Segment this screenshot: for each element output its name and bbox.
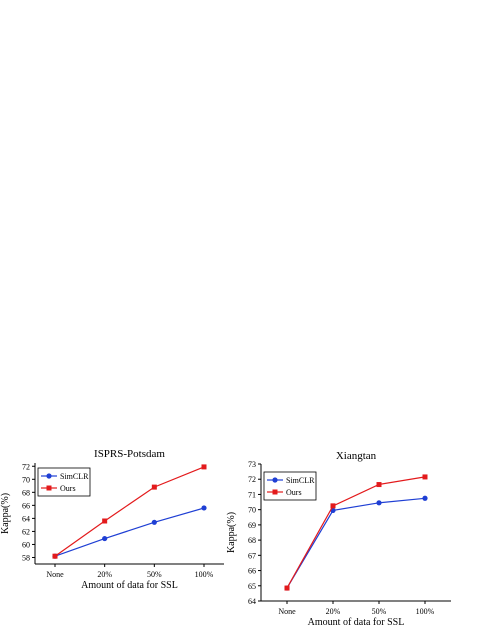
series-line-simclr — [286, 497, 426, 589]
data-point-simclr — [151, 519, 157, 525]
x-tick-label: 100% — [416, 607, 435, 616]
x-tick-label: 50% — [147, 570, 162, 579]
legend: SimCLR Ours — [37, 467, 91, 497]
legend-box — [263, 471, 317, 501]
y-tick-label: 66 — [248, 567, 256, 576]
chart-2: Xiangtan 64 65 66 67 68 69 70 71 72 73 None 20% 50% 10… — [226, 450, 451, 627]
y-tick-label: 73 — [248, 460, 256, 469]
x-tick-label: 100% — [195, 570, 214, 579]
data-point-ours — [422, 474, 428, 480]
y-tick-label: 70 — [248, 506, 256, 515]
legend: SimCLR Ours — [263, 471, 317, 501]
y-axis-label: Kappa(%) — [226, 512, 237, 553]
legend-box — [37, 467, 91, 497]
chart-title: ISPRS-Potsdam — [94, 448, 165, 460]
data-point-ours — [376, 482, 382, 488]
series-line-ours — [286, 476, 426, 589]
data-point-simclr — [422, 495, 428, 501]
x-tick-label: 50% — [372, 607, 387, 616]
x-axis-label: Amount of data for SSL — [308, 617, 405, 627]
x-tick-label: 20% — [97, 570, 112, 579]
y-tick-label: 58 — [22, 553, 30, 562]
y-tick-label: 68 — [248, 536, 256, 545]
x-tick-label: None — [278, 607, 296, 616]
legend-label-simclr: SimCLR — [60, 472, 89, 481]
y-tick-label: 69 — [248, 521, 256, 530]
series-line-ours — [54, 466, 205, 557]
y-axis-label: Kappa(%) — [0, 493, 11, 534]
data-point-simclr — [102, 535, 108, 542]
y-tick-label: 60 — [22, 540, 30, 549]
x-axis-label: Amount of data for SSL — [81, 580, 178, 591]
data-point-simclr — [376, 500, 382, 506]
y-tick-label: 67 — [248, 551, 256, 560]
legend-label-ours: Ours — [286, 488, 302, 497]
data-point-simclr — [201, 505, 207, 511]
data-point-ours — [201, 464, 207, 470]
x-tick-label: None — [46, 570, 64, 579]
legend-marker-simclr — [46, 473, 52, 479]
legend-marker-simclr — [272, 477, 278, 483]
y-tick-label: 64 — [248, 597, 256, 606]
y-tick-label: 72 — [22, 462, 30, 471]
y-tick-label: 65 — [248, 582, 256, 591]
legend-label-simclr: SimCLR — [286, 476, 315, 485]
chart-1: ISPRS-Potsdam 58 60 62 64 66 68 70 72 None 20% 50% 1… — [0, 448, 224, 591]
data-point-ours — [330, 503, 336, 509]
y-tick-label: 72 — [248, 475, 256, 484]
legend-marker-ours — [272, 489, 278, 495]
chart-title: Xiangtan — [336, 450, 377, 462]
data-point-ours — [102, 518, 108, 524]
y-tick-label: 68 — [22, 488, 30, 497]
data-point-ours — [52, 553, 58, 559]
y-tick-label: 71 — [248, 490, 256, 499]
y-tick-label: 62 — [22, 527, 30, 536]
y-tick-label: 70 — [22, 475, 30, 484]
data-point-ours — [151, 484, 157, 490]
series-line-simclr — [54, 507, 205, 557]
legend-marker-ours — [46, 485, 52, 491]
legend-label-ours: Ours — [60, 484, 76, 493]
y-tick-label: 66 — [22, 501, 30, 510]
x-tick-label: 20% — [326, 607, 341, 616]
y-tick-label: 64 — [22, 514, 30, 523]
data-point-ours — [284, 585, 290, 591]
